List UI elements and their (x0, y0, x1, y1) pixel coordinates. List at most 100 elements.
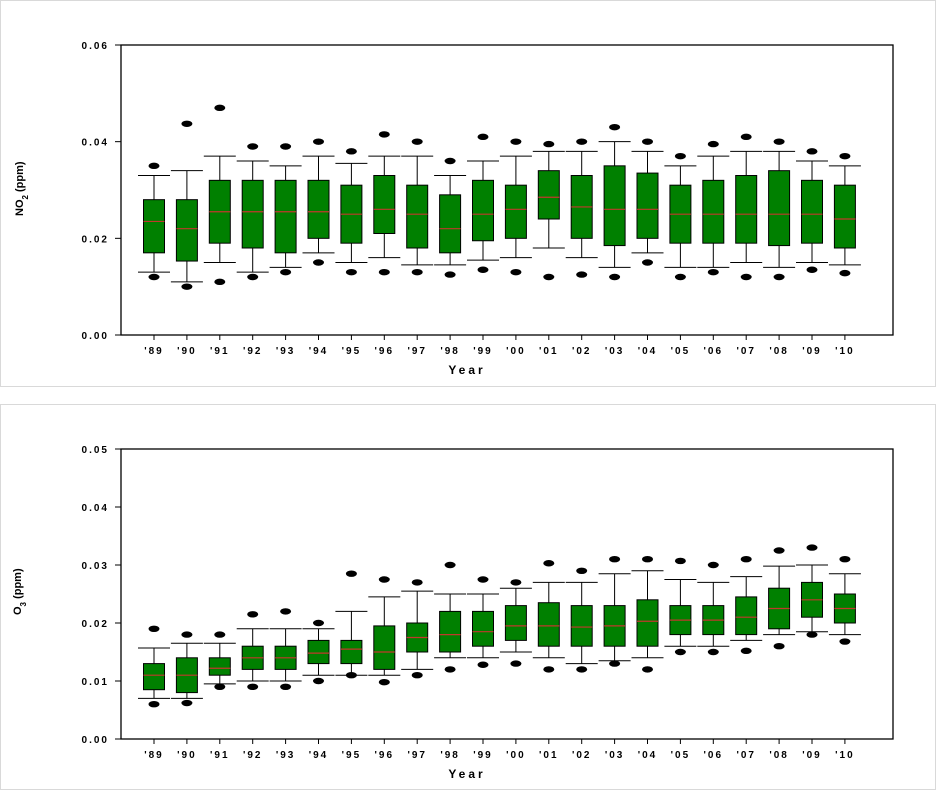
iqr-box (472, 610, 494, 647)
box-02 (565, 138, 598, 278)
outlier-point (411, 672, 423, 679)
box-97 (401, 579, 434, 679)
y-tick-label: 0.02 (82, 619, 109, 630)
x-tick-label: '00 (506, 750, 526, 761)
outlier-point (806, 631, 818, 638)
outlier-point (543, 140, 555, 148)
box-91 (203, 104, 236, 286)
outlier-point (543, 666, 555, 673)
x-tick-label: '08 (769, 346, 789, 357)
x-tick-label: '10 (835, 346, 855, 357)
y-axis-title-main: NO (14, 199, 26, 216)
iqr-box (143, 663, 165, 691)
outlier-point (740, 273, 752, 281)
x-tick-label: '04 (638, 346, 658, 357)
outlier-point (411, 268, 423, 276)
iqr-box (208, 657, 231, 676)
x-tick-label: '97 (407, 346, 427, 357)
no2-boxplot: NO2 (ppm) 0.00 0.02 0.04 0.06 '89 '90 '91 '92 '9… (14, 41, 894, 377)
outlier-point (247, 683, 259, 690)
iqr-box (241, 179, 264, 249)
outlier-point (181, 283, 193, 290)
iqr-box (570, 605, 593, 647)
iqr-box (175, 199, 198, 262)
x-tick-label: '01 (539, 750, 559, 761)
box-03 (598, 123, 631, 281)
box-99 (467, 576, 499, 668)
outlier-point (773, 643, 785, 650)
x-tick-label: '03 (605, 346, 625, 357)
x-tick-label: '10 (835, 750, 855, 761)
svg-text:NO2 (ppm): NO2 (ppm) (14, 161, 30, 216)
x-tick-label: '97 (407, 750, 427, 761)
outlier-point (148, 273, 160, 281)
outlier-point (345, 268, 357, 276)
box-93 (269, 143, 302, 276)
box-01 (532, 140, 565, 281)
iqr-box (307, 179, 330, 239)
box-10 (828, 152, 861, 277)
iqr-box (472, 179, 494, 242)
box-10 (828, 556, 861, 645)
box-96 (368, 576, 401, 686)
iqr-box (307, 639, 330, 665)
outlier-point (280, 683, 292, 690)
box-09 (796, 544, 828, 638)
outlier-point (609, 556, 621, 563)
outlier-point (839, 556, 851, 563)
outlier-point (510, 138, 522, 145)
outlier-point (181, 699, 193, 707)
box-98 (434, 561, 467, 673)
y-tick-label: 0.05 (82, 445, 109, 456)
x-tick-label: '01 (539, 346, 559, 357)
x-tick-label: '04 (638, 750, 658, 761)
box-93 (269, 608, 302, 690)
o3-chart-panel: O3 (ppm) 0.00 0.01 0.02 0.03 0.04 0.05 '89 '90 '… (0, 404, 936, 790)
x-tick-label: '02 (572, 750, 592, 761)
box-04 (631, 556, 664, 673)
box-00 (499, 138, 532, 276)
outlier-point (247, 143, 259, 150)
outlier-point (247, 611, 259, 618)
outlier-point (773, 138, 785, 145)
plot-frame (120, 448, 894, 740)
outlier-point (674, 648, 686, 656)
iqr-box (504, 184, 527, 239)
outlier-point (280, 608, 292, 615)
outlier-point (510, 579, 522, 586)
outlier-point (280, 143, 292, 150)
x-tick-label: '91 (210, 750, 230, 761)
outlier-point (148, 162, 160, 170)
outlier-point (378, 268, 390, 276)
x-tick-label: '94 (309, 750, 329, 761)
iqr-box (406, 184, 429, 249)
box-05 (664, 557, 697, 656)
x-tick-label: '95 (342, 346, 362, 357)
outlier-point (477, 661, 489, 668)
outlier-point (181, 631, 193, 638)
outlier-point (806, 544, 818, 551)
iqr-box (373, 625, 396, 670)
outlier-point (378, 576, 390, 583)
box-05 (664, 152, 697, 281)
box-89 (138, 162, 170, 281)
outlier-point (576, 666, 588, 673)
outlier-point (378, 678, 390, 686)
outlier-point (707, 561, 719, 569)
box-08 (763, 138, 796, 281)
outlier-point (609, 123, 621, 131)
x-tick-label: '91 (210, 346, 230, 357)
x-tick-label: '99 (473, 750, 493, 761)
x-tick-label: '99 (473, 346, 493, 357)
outlier-point (214, 683, 226, 690)
box-92 (236, 143, 269, 281)
box-07 (730, 556, 763, 655)
iqr-box (735, 596, 758, 636)
outlier-point (576, 271, 588, 278)
outlier-point (576, 567, 588, 574)
box-09 (796, 148, 828, 273)
outlier-point (707, 648, 719, 656)
y-tick-label: 0.02 (82, 234, 109, 245)
y-axis-title-sub: 2 (21, 195, 30, 200)
outlier-point (839, 269, 851, 277)
